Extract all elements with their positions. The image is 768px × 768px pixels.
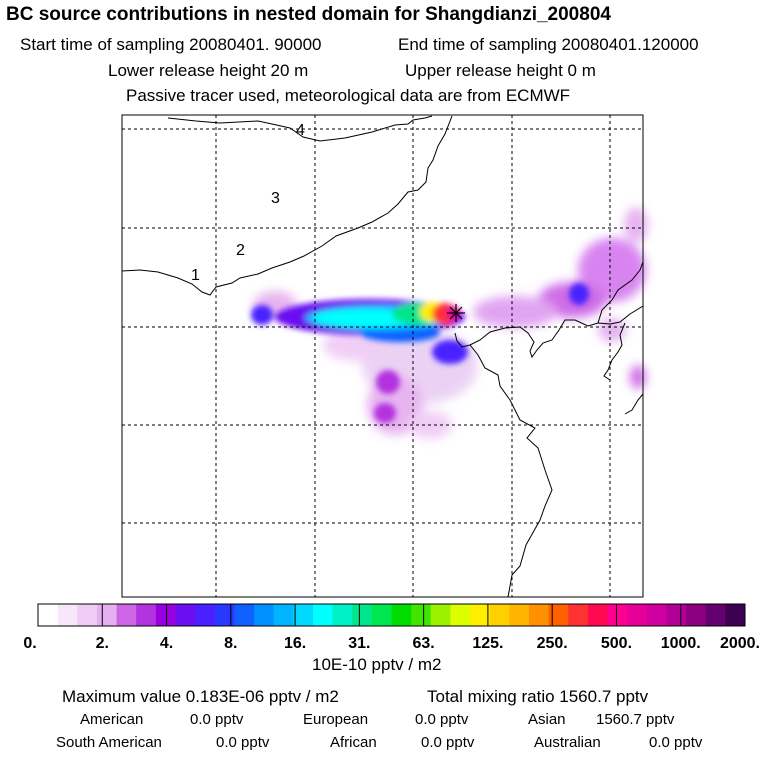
asian-label: Asian [528, 711, 566, 728]
colorbar-tick-label: 4. [160, 635, 173, 652]
colorbar-swatch [234, 604, 255, 626]
end-time-label: End time of sampling 20080401.120000 [398, 35, 699, 54]
map-gridlines [122, 115, 643, 597]
colorbar-swatch [352, 604, 373, 626]
colorbar-swatch [312, 604, 334, 626]
colorbar-tick-label: 16. [284, 635, 306, 652]
african-label: African [330, 734, 377, 751]
european-value: 0.0 pptv [415, 711, 469, 728]
region-label-2: 2 [236, 242, 245, 259]
max-value-label: Maximum value 0.183E-06 pptv / m2 [62, 687, 339, 706]
region-labels: 4 3 2 1 [191, 122, 305, 284]
upper-release-label: Upper release height 0 m [405, 61, 596, 80]
colorbar-swatch [509, 604, 530, 626]
coastlines [121, 115, 644, 598]
colorbar-swatch [195, 604, 216, 626]
region-label-3: 3 [271, 190, 280, 207]
south-american-value: 0.0 pptv [216, 734, 270, 751]
colorbar-tick-label: 0. [23, 635, 36, 652]
colorbar-swatch [646, 604, 667, 626]
colorbar-swatch [705, 604, 726, 626]
colorbar-swatch [528, 604, 550, 626]
colorbar-tick-label: 31. [348, 635, 370, 652]
colorbar-swatch [450, 604, 471, 626]
region-label-4: 4 [296, 122, 305, 139]
colorbar-tick-label: 125. [472, 635, 503, 652]
colorbar-swatch [568, 604, 589, 626]
american-value: 0.0 pptv [190, 711, 244, 728]
region-label-1: 1 [191, 267, 200, 284]
colorbar-swatch [214, 604, 235, 626]
colorbar-swatch [175, 604, 196, 626]
colorbar-swatch [470, 604, 491, 626]
asian-value: 1560.7 pptv [596, 711, 675, 728]
colorbar-swatch [136, 604, 157, 626]
map-frame [121, 114, 644, 598]
australian-label: Australian [534, 734, 601, 751]
colorbar-tick-label: 8. [224, 635, 237, 652]
australian-value: 0.0 pptv [649, 734, 703, 751]
colorbar-swatch [293, 604, 314, 626]
colorbar-swatch [371, 604, 392, 626]
colorbar-swatch [57, 604, 78, 626]
south-american-label: South American [56, 734, 162, 751]
colorbar-swatch [587, 604, 609, 626]
colorbar-swatch [607, 604, 628, 626]
colorbar-swatch [391, 604, 412, 626]
tracer-note: Passive tracer used, meteorological data… [126, 86, 571, 105]
colorbar-swatch [666, 604, 687, 626]
colorbar-swatch [430, 604, 451, 626]
colorbar-swatch [254, 604, 275, 626]
colorbar-ticks: 0. 2. 4. 8. 16. 31. 63. 125. 250. 500. 1000. 2000. [23, 635, 760, 652]
colorbar-tick-label: 63. [413, 635, 435, 652]
colorbar-tick-label: 250. [537, 635, 568, 652]
colorbar [37, 603, 746, 627]
receptor-marker-icon [447, 304, 465, 322]
colorbar-swatch [77, 604, 98, 626]
total-mixing-label: Total mixing ratio 1560.7 pptv [427, 687, 649, 706]
colorbar-swatch [155, 604, 176, 626]
colorbar-border [37, 603, 746, 627]
colorbar-tick-label: 2000. [720, 635, 760, 652]
start-time-label: Start time of sampling 20080401. 90000 [20, 35, 322, 54]
colorbar-tick-label: 1000. [661, 635, 701, 652]
colorbar-swatch [489, 604, 510, 626]
plume-field [251, 207, 648, 439]
european-label: European [303, 711, 369, 728]
colorbar-swatch [96, 604, 118, 626]
chart-title: BC source contributions in nested domain… [6, 4, 611, 25]
african-value: 0.0 pptv [421, 734, 475, 751]
colorbar-swatch [627, 604, 648, 626]
colorbar-swatch [548, 604, 569, 626]
colorbar-swatch [686, 604, 707, 626]
lower-release-label: Lower release height 20 m [108, 61, 309, 80]
colorbar-tick-label: 500. [601, 635, 632, 652]
colorbar-swatch [116, 604, 137, 626]
colorbar-tick-label: 2. [96, 635, 109, 652]
american-label: American [80, 711, 144, 728]
colorbar-swatch [332, 604, 353, 626]
colorbar-swatch [38, 604, 59, 626]
colorbar-swatch [725, 604, 746, 626]
colorbar-units: 10E-10 pptv / m2 [312, 655, 442, 674]
colorbar-swatch [411, 604, 432, 626]
colorbar-swatch [273, 604, 294, 626]
